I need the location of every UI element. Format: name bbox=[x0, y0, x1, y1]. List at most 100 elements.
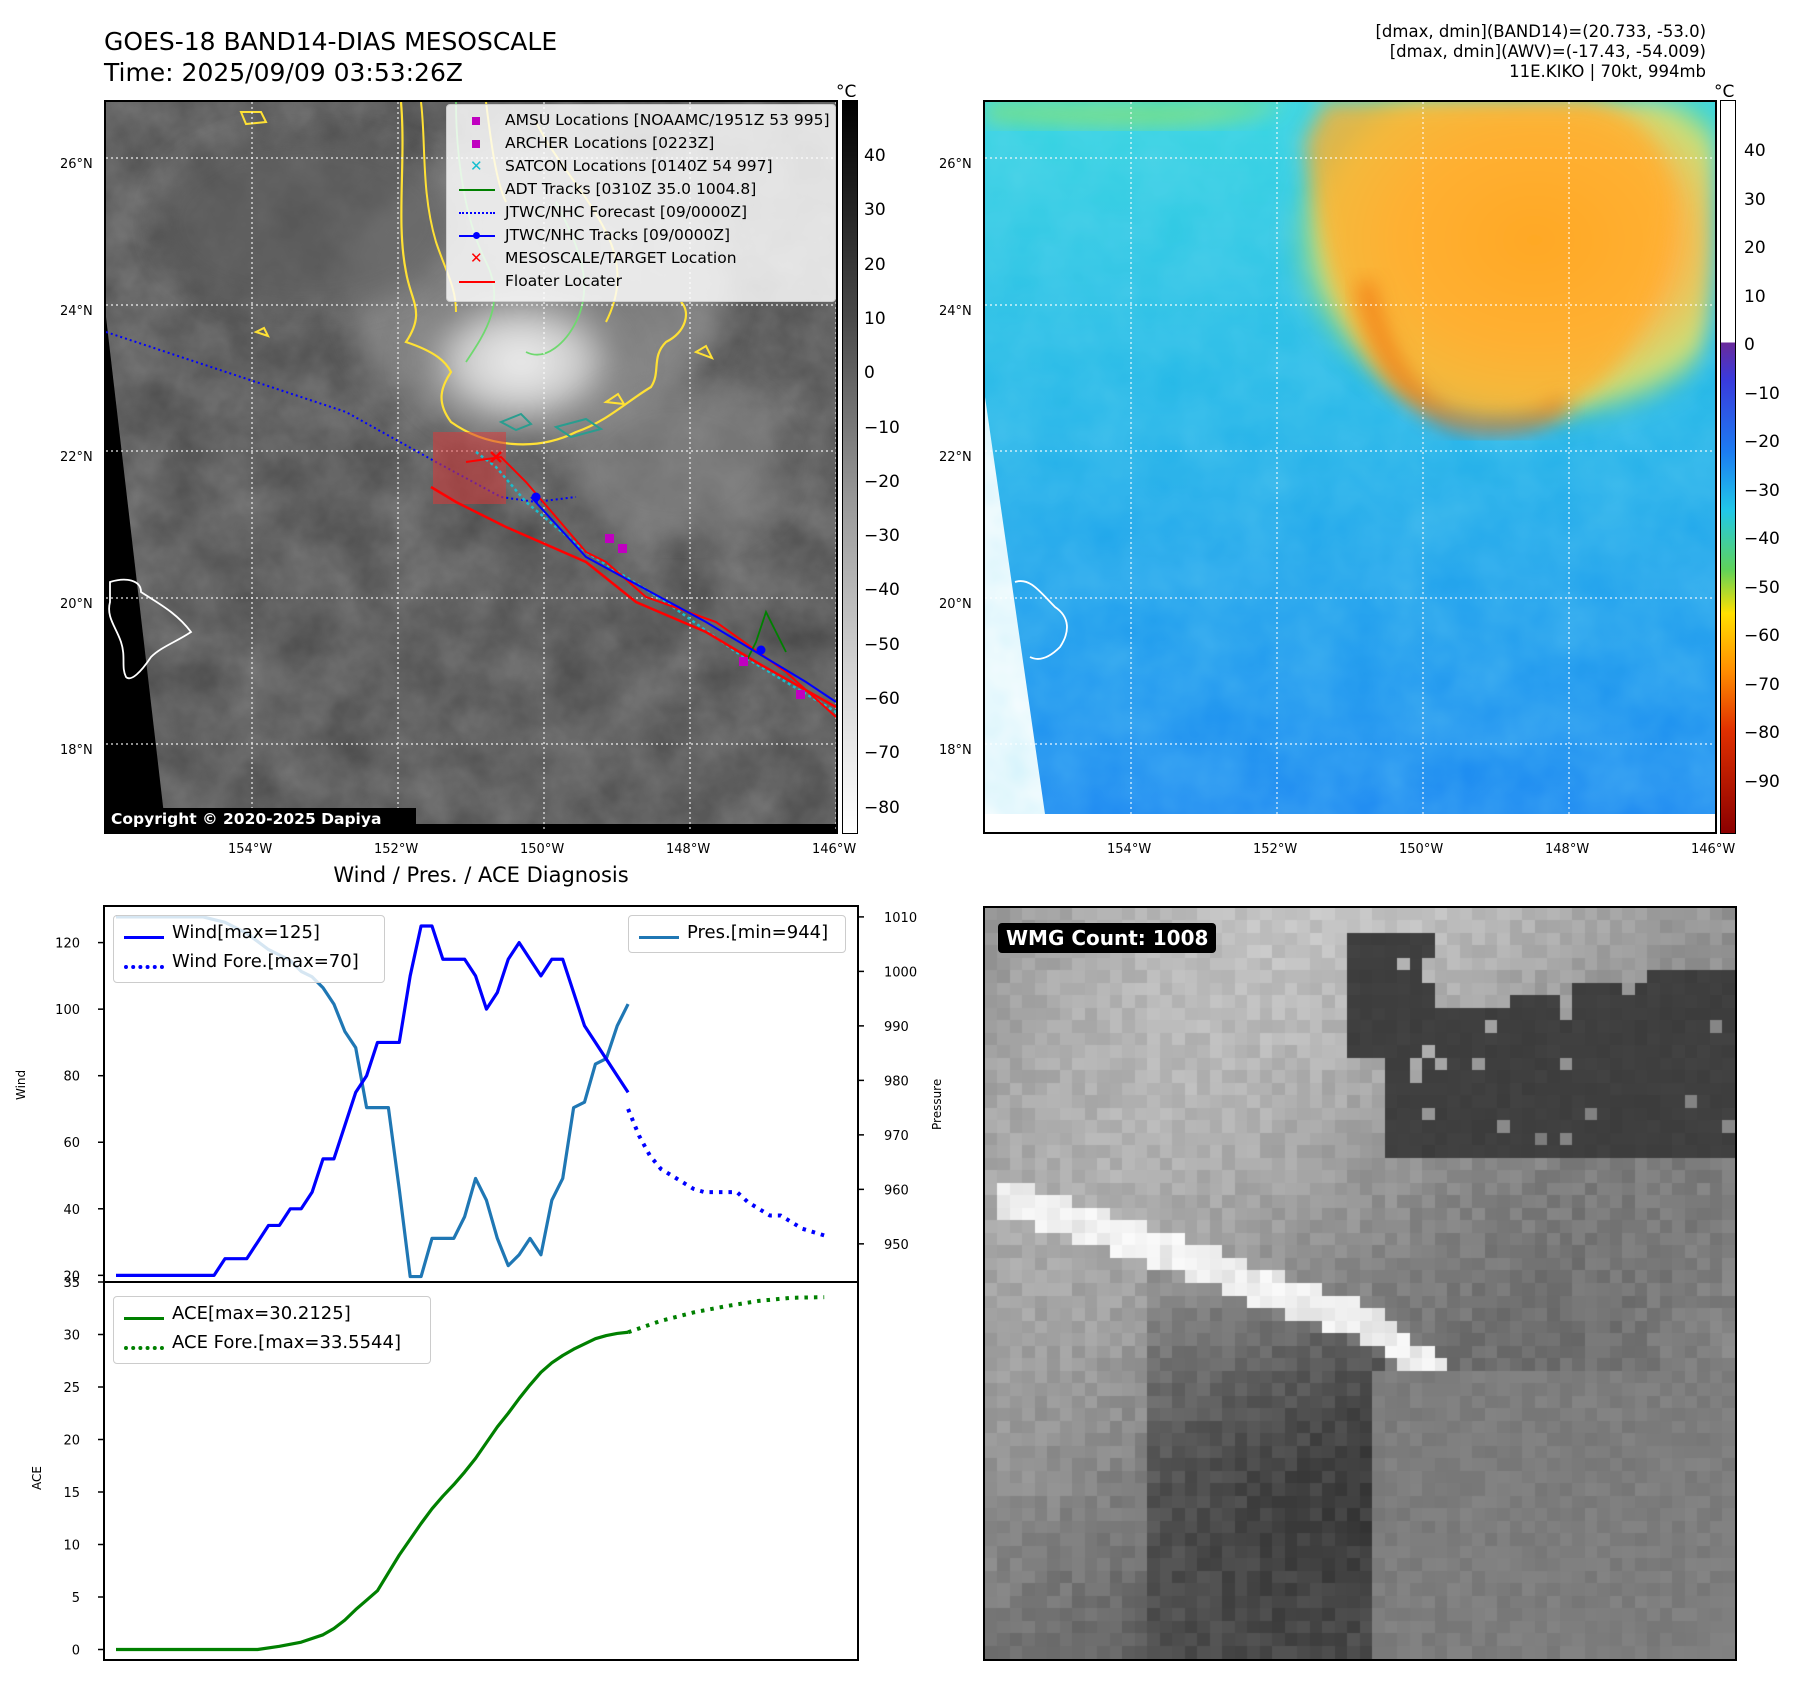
lon-tick-label: 150°W bbox=[520, 842, 565, 857]
ace-axes-frame bbox=[103, 1281, 859, 1661]
dotted-line-icon bbox=[457, 204, 497, 222]
ir-legend: AMSU Locations [NOAAMC/1951Z 53 995] ARCH… bbox=[446, 104, 836, 302]
colorbar-tick-label: −30 bbox=[1744, 480, 1780, 501]
pressure-axis-tick-label: 960 bbox=[884, 1183, 909, 1198]
colorbar-tick-label: 10 bbox=[864, 308, 886, 329]
colorbar-tick-label: −10 bbox=[1744, 383, 1780, 404]
pressure-ylabel: Pressure bbox=[930, 1078, 944, 1130]
ir-legend-label: ADT Tracks [0310Z 35.0 1004.8] bbox=[505, 180, 757, 198]
wmg-panel: WMG Count: 1008 bbox=[983, 906, 1737, 1661]
wind-legend: Wind[max=125] Wind Fore.[max=70] bbox=[113, 915, 385, 983]
lat-tick-label: 20°N bbox=[939, 597, 972, 612]
lon-tick-label: 154°W bbox=[1107, 842, 1152, 857]
ir-satellite-panel: Copyright © 2020-2025 Dapiya AMSU Locati… bbox=[104, 100, 838, 834]
lon-tick-label: 152°W bbox=[374, 842, 419, 857]
ir-legend-label: JTWC/NHC Forecast [09/0000Z] bbox=[505, 203, 748, 221]
ir-legend-item: ✕ MESOSCALE/TARGET Location bbox=[457, 249, 737, 268]
awv-colorbar bbox=[1720, 100, 1736, 834]
lon-tick-label: 152°W bbox=[1253, 842, 1298, 857]
pressure-axis-tick-label: 970 bbox=[884, 1129, 909, 1144]
wind-series-line bbox=[116, 924, 630, 1277]
colorbar-tick-label: 0 bbox=[1744, 335, 1755, 355]
ir-legend-label: ARCHER Locations [0223Z] bbox=[505, 134, 715, 152]
colorbar-tick-label: 0 bbox=[864, 363, 875, 384]
awv-image bbox=[985, 102, 1715, 832]
wind-axis-tick-label: 60 bbox=[63, 1136, 80, 1151]
lat-tick-label: 24°N bbox=[60, 304, 93, 319]
legend-pres: Pres.[min=944] bbox=[687, 922, 829, 943]
ace-axis-tick-label: 10 bbox=[63, 1539, 80, 1554]
square-marker-icon bbox=[457, 135, 497, 153]
lat-tick-label: 18°N bbox=[60, 743, 93, 758]
colorbar-tick-label: −40 bbox=[864, 580, 900, 601]
colorbar-tick-label: −50 bbox=[864, 634, 900, 655]
colorbar-tick-label: −70 bbox=[864, 743, 900, 764]
stats-line-3: 11E.KIKO | 70kt, 994mb bbox=[1509, 62, 1706, 81]
wind-ylabel: Wind bbox=[14, 1069, 28, 1100]
colorbar-tick-label: −50 bbox=[1744, 577, 1780, 598]
awv-panel bbox=[983, 100, 1717, 834]
title-line-1: GOES-18 BAND14-DIAS MESOSCALE bbox=[104, 27, 558, 56]
lon-tick-label: 146°W bbox=[1691, 842, 1736, 857]
pressure-axis-tick-label: 950 bbox=[884, 1238, 909, 1253]
wind-axis-tick-label: 100 bbox=[55, 1003, 80, 1018]
lat-tick-label: 22°N bbox=[939, 450, 972, 465]
ir-colorbar-unit: °C bbox=[836, 82, 857, 102]
ir-legend-label: SATCON Locations [0140Z 54 997] bbox=[505, 157, 773, 175]
figure-title: GOES-18 BAND14-DIAS MESOSCALE Time: 2025… bbox=[104, 26, 557, 88]
pressure-axis-tick-label: 990 bbox=[884, 1020, 909, 1035]
ace-axis-tick-label: 0 bbox=[72, 1644, 80, 1659]
colorbar-tick-label: −30 bbox=[864, 526, 900, 547]
awv-colorbar-unit: °C bbox=[1714, 82, 1735, 102]
colorbar-tick-label: 30 bbox=[864, 200, 886, 221]
colorbar-tick-label: 20 bbox=[864, 254, 886, 275]
colorbar-tick-label: −90 bbox=[1744, 771, 1780, 792]
ir-legend-item: JTWC/NHC Tracks [09/0000Z] bbox=[457, 226, 730, 245]
copyright-text: Copyright © 2020-2025 Dapiya bbox=[111, 810, 381, 828]
square-marker-icon bbox=[457, 112, 497, 130]
legend-ace: ACE[max=30.2125] bbox=[172, 1303, 351, 1324]
colorbar-tick-label: −40 bbox=[1744, 529, 1780, 549]
colorbar-tick-label: −60 bbox=[864, 689, 900, 709]
lat-tick-label: 24°N bbox=[939, 304, 972, 319]
ir-legend-item: AMSU Locations [NOAAMC/1951Z 53 995] bbox=[457, 111, 830, 130]
ir-legend-item: ARCHER Locations [0223Z] bbox=[457, 134, 714, 153]
wmg-count-badge: WMG Count: 1008 bbox=[998, 923, 1217, 953]
wind-axis-tick-label: 40 bbox=[63, 1203, 80, 1218]
colorbar-tick-label: 10 bbox=[1744, 286, 1766, 307]
stats-line-1: [dmax, dmin](BAND14)=(20.733, -53.0) bbox=[1375, 22, 1706, 41]
lon-tick-label: 148°W bbox=[1545, 842, 1590, 857]
lat-tick-label: 26°N bbox=[60, 157, 93, 172]
legend-wind-fore: Wind Fore.[max=70] bbox=[172, 951, 359, 972]
pressure-axis-tick-label: 1010 bbox=[884, 911, 917, 926]
ir-legend-item: ✕ SATCON Locations [0140Z 54 997] bbox=[457, 157, 773, 176]
diag-chart: 20 40 60 80 100 120 950 960 970 980 990 1000 1010 0 5 1… bbox=[55, 905, 917, 1661]
lon-tick-label: 150°W bbox=[1399, 842, 1444, 857]
ace-axis-tick-label: 25 bbox=[63, 1381, 80, 1396]
lat-tick-label: 22°N bbox=[60, 450, 93, 465]
lon-tick-label: 154°W bbox=[228, 842, 273, 857]
legend-ace-fore: ACE Fore.[max=33.5544] bbox=[172, 1332, 401, 1353]
lat-tick-label: 20°N bbox=[60, 597, 93, 612]
pressure-legend: Pres.[min=944] bbox=[628, 915, 846, 953]
pressure-axis-tick-label: 980 bbox=[884, 1074, 909, 1089]
colorbar-tick-label: −20 bbox=[1744, 432, 1780, 452]
ir-legend-item: JTWC/NHC Forecast [09/0000Z] bbox=[457, 203, 747, 222]
legend-wind: Wind[max=125] bbox=[172, 922, 320, 943]
ace-forecast-series-line bbox=[627, 1295, 825, 1335]
ir-legend-label: Floater Locater bbox=[505, 272, 622, 290]
line-dot-icon bbox=[457, 227, 497, 245]
ace-ylabel: ACE bbox=[30, 1466, 44, 1490]
lon-tick-label: 146°W bbox=[812, 842, 857, 857]
colorbar-tick-label: 40 bbox=[864, 146, 886, 166]
wind-forecast-series-line bbox=[626, 1108, 825, 1238]
colorbar-tick-label: −80 bbox=[864, 797, 900, 818]
lon-tick-label: 148°W bbox=[666, 842, 711, 857]
ace-axis-tick-label: 35 bbox=[63, 1276, 80, 1291]
ir-legend-item: Floater Locater bbox=[457, 272, 622, 291]
ace-axis-tick-label: 20 bbox=[63, 1434, 80, 1449]
wind-axis-tick-label: 80 bbox=[63, 1070, 80, 1085]
ir-colorbar bbox=[842, 100, 858, 834]
title-line-2: Time: 2025/09/09 03:53:26Z bbox=[104, 58, 463, 87]
stats-line-2: [dmax, dmin](AWV)=(-17.43, -54.009) bbox=[1389, 42, 1706, 61]
